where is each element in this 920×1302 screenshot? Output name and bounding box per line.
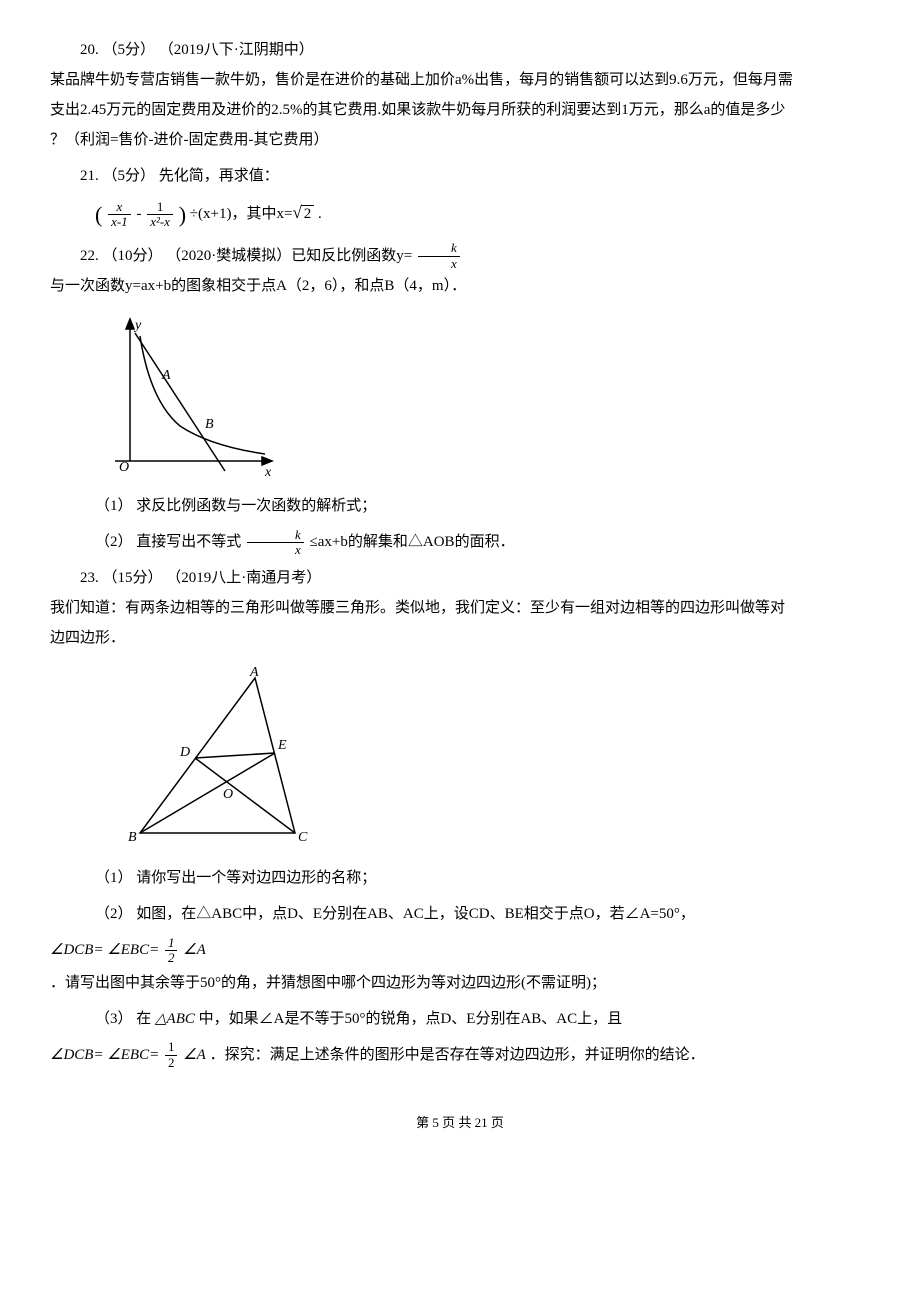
label-o: O — [223, 787, 233, 802]
fraction-2: 1 x²-x — [147, 200, 173, 230]
q21-formula: ( x x-1 - 1 x²-x ) ÷(x+1)，其中x=√2 . — [95, 195, 870, 235]
q20-body-3: ？（利润=售价-进价-固定费用-其它费用） — [50, 125, 870, 155]
q21-header: 21. （5分） 先化简，再求值： — [50, 161, 870, 191]
point-a-label: A — [161, 368, 171, 383]
fraction-half-2: 1 2 — [165, 1040, 178, 1070]
fraction-kx-2: k x — [247, 528, 304, 558]
point-b-label: B — [205, 417, 214, 432]
q23-body-2: 边四边形． — [50, 623, 870, 653]
fraction-1: x x-1 — [108, 200, 131, 230]
label-e: E — [277, 738, 287, 753]
q20-header: 20. （5分） （2019八下·江阴期中） — [50, 35, 870, 65]
q23-sub3: （3） 在 △ABC 中，如果∠A是不等于50°的锐角，点D、E分别在AB、AC… — [50, 1004, 870, 1034]
label-d: D — [179, 745, 190, 760]
q23-formula3: ∠DCB= ∠EBC= 1 2 ∠A ．探究：满足上述条件的图形中是否存在等对边… — [50, 1040, 870, 1070]
q22-graph: O x y A B — [100, 311, 280, 481]
q23-header: 23. （15分） （2019八上·南通月考） — [50, 563, 870, 593]
fraction-kx: k x — [418, 241, 460, 271]
q23-formula2: ∠DCB= ∠EBC= 1 2 ∠A — [50, 935, 870, 965]
q22-body: 与一次函数y=ax+b的图象相交于点A（2，6），和点B（4，m）． — [50, 271, 870, 301]
q22-header: 22. （10分） （2020·樊城模拟）已知反比例函数y= k x — [50, 241, 870, 271]
origin-label: O — [119, 460, 129, 475]
q20-body-2: 支出2.45万元的固定费用及进价的2.5%的其它费用.如果该款牛奶每月所获的利润… — [50, 95, 870, 125]
q20-body-1: 某品牌牛奶专营店销售一款牛奶，售价是在进价的基础上加价a%出售，每月的销售额可以… — [50, 65, 870, 95]
q22-sub1: （1） 求反比例函数与一次函数的解析式； — [50, 491, 870, 521]
label-c: C — [298, 830, 308, 845]
question-22: 22. （10分） （2020·樊城模拟）已知反比例函数y= k x 与一次函数… — [50, 241, 870, 558]
q23-sub2-end: ．请写出图中其余等于50°的角，并猜想图中哪个四边形为等对边四边形(不需证明)； — [50, 968, 870, 998]
q23-diagram: A B C D E O — [120, 663, 330, 853]
y-axis-label: y — [133, 318, 142, 333]
question-23: 23. （15分） （2019八上·南通月考） 我们知道：有两条边相等的三角形叫… — [50, 563, 870, 1070]
label-a: A — [249, 665, 259, 680]
q22-sub2: （2） 直接写出不等式 k x ≤ax+b的解集和△AOB的面积． — [50, 527, 870, 557]
question-21: 21. （5分） 先化简，再求值： ( x x-1 - 1 x²-x ) ÷(x… — [50, 161, 870, 235]
question-20: 20. （5分） （2019八下·江阴期中） 某品牌牛奶专营店销售一款牛奶，售价… — [50, 35, 870, 155]
q23-sub1: （1） 请你写出一个等对边四边形的名称； — [50, 863, 870, 893]
q23-sub2: （2） 如图，在△ABC中，点D、E分别在AB、AC上，设CD、BE相交于点O，… — [50, 899, 870, 929]
page-footer: 第 5 页 共 21 页 — [50, 1110, 870, 1136]
fraction-half-1: 1 2 — [165, 936, 178, 966]
x-axis-label: x — [264, 465, 272, 480]
label-b: B — [128, 830, 137, 845]
q23-body-1: 我们知道：有两条边相等的三角形叫做等腰三角形。类似地，我们定义：至少有一组对边相… — [50, 593, 870, 623]
